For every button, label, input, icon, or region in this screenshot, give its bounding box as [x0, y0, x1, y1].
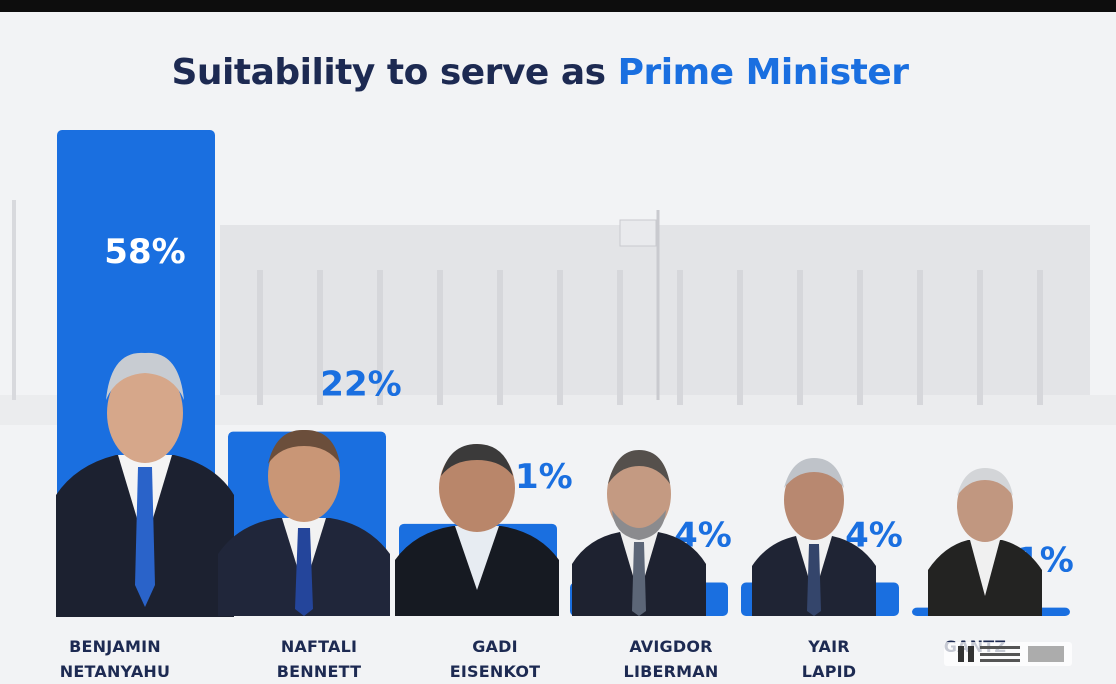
category-label-netanyahu: BENJAMIN NETANYAHU — [59, 637, 171, 681]
category-label-eisenkot: GADI EISENKOT — [449, 637, 541, 681]
value-label-1: 22% — [320, 365, 401, 405]
chart-title: Suitability to serve as Prime Minister — [0, 52, 1080, 93]
portrait-netanyahu — [56, 352, 234, 617]
value-label-0: 58% — [104, 232, 185, 272]
category-label-lapid: YAIR LAPID — [801, 637, 857, 681]
portrait-bennett — [218, 429, 390, 616]
top-bar — [0, 0, 1116, 12]
category-label-liberman: AVIGDOR LIBERMAN — [623, 637, 719, 681]
category-label-bennett: NAFTALI BENNETT — [276, 637, 362, 681]
title-accent: Prime Minister — [617, 52, 909, 93]
portrait-liberman — [572, 450, 706, 616]
title-main: Suitability to serve as — [171, 52, 606, 93]
portrait-lapid — [752, 458, 876, 616]
portrait-gantz — [928, 468, 1042, 616]
portrait-eisenkot — [395, 444, 559, 616]
watermark-logo — [944, 642, 1072, 666]
